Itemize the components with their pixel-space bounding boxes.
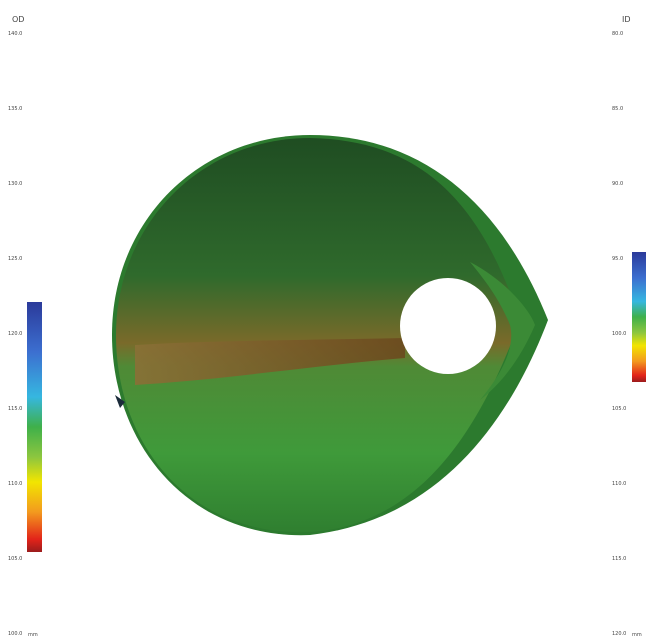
scale-label: 110.0 [8,481,22,487]
scale-label: 105.0 [612,406,626,412]
scale-label: 95.0 [612,256,623,262]
scale-unit: mm [632,632,642,638]
scale-label: 100.0 [612,331,626,337]
scale-label: 125.0 [8,256,22,262]
scale-label: 105.0 [8,556,22,562]
id-title: ID [622,15,631,24]
scale-label: 135.0 [8,106,22,112]
od-title: OD [12,15,24,24]
scale-label: 85.0 [612,106,623,112]
scale-label: 120.0 [612,631,626,637]
id-color-bar [632,252,646,382]
scale-label: 140.0 [8,31,22,37]
od-color-bar [27,302,42,552]
scale-label: 90.0 [612,181,623,187]
scale-label: 110.0 [612,481,626,487]
scale-label: 115.0 [612,556,626,562]
scale-label: 100.0 [8,631,22,637]
cone-render [112,135,548,536]
scale-label: 115.0 [8,406,22,412]
scale-unit: mm [28,632,38,638]
scale-label: 80.0 [612,31,623,37]
scale-label: 130.0 [8,181,22,187]
scale-label: 120.0 [8,331,22,337]
